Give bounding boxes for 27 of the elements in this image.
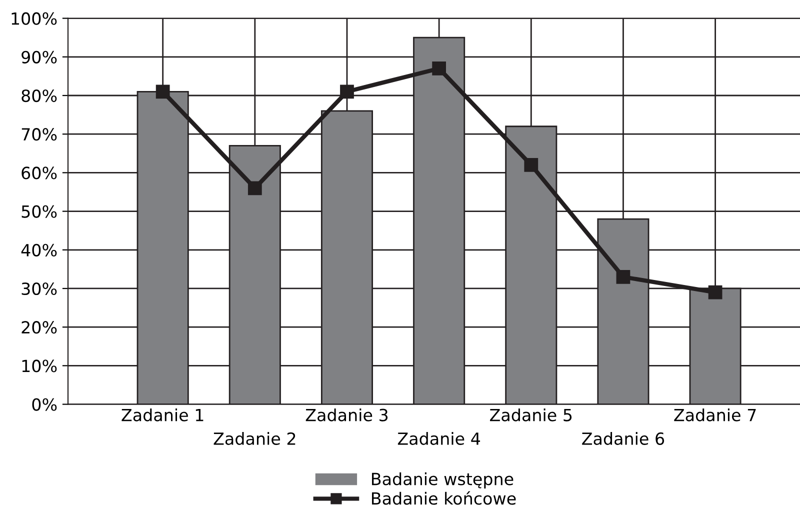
point bbox=[524, 158, 538, 172]
point bbox=[340, 84, 354, 99]
x-tick-label: Zadanie 2 bbox=[214, 432, 296, 445]
y-tick-label: 40% bbox=[21, 244, 57, 256]
x-tick-label: Zadanie 6 bbox=[582, 432, 664, 445]
point bbox=[248, 181, 262, 196]
y-tick-label: 80% bbox=[22, 89, 57, 102]
y-tick-label: 60% bbox=[22, 166, 57, 180]
y-tick-label: 90% bbox=[22, 50, 57, 64]
y-tick-label: 70% bbox=[22, 128, 57, 141]
point bbox=[432, 62, 446, 76]
x-tick-label: Zadanie 5 bbox=[490, 408, 572, 422]
y-tick-label: 50% bbox=[22, 205, 57, 218]
y-tick-label: 20% bbox=[22, 321, 57, 334]
legend-label: Badanie końcowe bbox=[372, 491, 516, 505]
point bbox=[616, 270, 630, 284]
legend-label: Badanie wstępne bbox=[372, 472, 514, 489]
point bbox=[156, 84, 170, 99]
x-tick-label: Zadanie 1 bbox=[122, 408, 204, 422]
y-tick-label: 0% bbox=[32, 398, 57, 411]
x-tick-label: Zadanie 3 bbox=[306, 408, 388, 422]
point bbox=[708, 285, 722, 300]
y-tick-label: 30% bbox=[22, 282, 57, 296]
y-tick-label: 100% bbox=[12, 12, 57, 25]
y-tick-label: 10% bbox=[22, 360, 57, 372]
x-tick-label: Zadanie 4 bbox=[398, 432, 480, 445]
x-tick-label: Zadanie 7 bbox=[674, 408, 756, 422]
